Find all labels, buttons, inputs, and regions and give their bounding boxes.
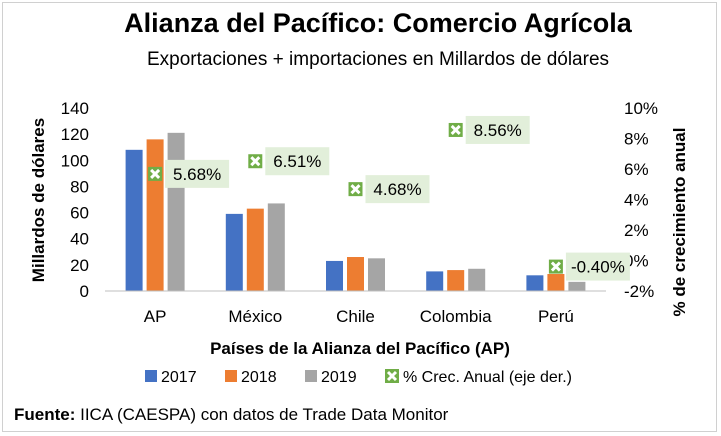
category-label: AP	[144, 307, 167, 326]
y2-tick-label: 6%	[624, 160, 649, 179]
growth-data-label: 8.56%	[474, 121, 522, 140]
y-tick-label: 60	[70, 204, 89, 223]
bar-2018-3	[447, 270, 465, 291]
growth-data-label: 4.68%	[373, 180, 421, 199]
y2-tick-label: 4%	[624, 191, 649, 210]
growth-label-bg	[165, 159, 230, 188]
legend-label-2019: 2019	[321, 369, 357, 386]
chart-frame	[2, 2, 717, 432]
axes: 0 20 40 60 80 100 120 140 -2% 0% 2% 4% 6% 8% 10% AP Méxi…	[61, 99, 658, 326]
growth-marker	[148, 166, 163, 181]
growth-data-label: -0.40%	[571, 258, 625, 277]
y-tick-label: 120	[61, 125, 89, 144]
bar-2017-2	[326, 260, 343, 291]
chart-title: Alianza del Pacífico: Comercio Agrícola	[124, 8, 633, 38]
legend-swatch-2018	[225, 370, 237, 382]
growth-marker	[448, 122, 463, 137]
bar-2018-0	[146, 139, 164, 291]
legend-swatch-2019	[305, 370, 317, 382]
marker-cross	[250, 156, 261, 167]
legend-label-2017: 2017	[161, 369, 197, 386]
y2-tick-label: 0%	[624, 252, 649, 271]
y2-tick-label: -2%	[624, 282, 654, 301]
source-text: IICA (CAESPA) con datos de Trade Data Mo…	[75, 405, 448, 424]
bar-2018-2	[347, 257, 364, 291]
y-axis-title: Millardos de dólares	[29, 118, 48, 282]
chart-subtitle: Exportaciones + importaciones en Millard…	[147, 49, 609, 70]
bar-2019-0	[167, 132, 185, 291]
category-label: Chile	[336, 307, 375, 326]
y-tick-label: 40	[70, 230, 89, 249]
bar-2017-0	[125, 149, 143, 291]
growth-label-bg	[465, 115, 530, 144]
source-label: Fuente:	[14, 405, 75, 424]
y2-tick-label: 8%	[624, 130, 649, 149]
y-tick-label: 100	[61, 151, 89, 170]
source-note: Fuente: IICA (CAESPA) con datos de Trade…	[14, 405, 449, 424]
y-tick-label: 80	[70, 177, 89, 196]
category-label: Perú	[538, 307, 574, 326]
y-tick-label: 0	[80, 282, 89, 301]
growth-label-bg	[365, 175, 430, 204]
growth-marker	[548, 259, 563, 274]
growth-data-label: 6.51%	[273, 152, 321, 171]
legend-label-2018: 2018	[241, 369, 277, 386]
marker-cross	[150, 168, 161, 179]
marker-cross	[550, 261, 561, 272]
bar-2019-2	[368, 258, 385, 291]
y-tick-label: 140	[61, 99, 89, 118]
legend-label-growth: % Crec. Anual (eje der.)	[403, 369, 572, 386]
category-label: Colombia	[420, 307, 492, 326]
marker-cross	[386, 370, 398, 382]
x-axis-title: Países de la Alianza del Pacífico (AP)	[210, 339, 510, 358]
y-tick-label: 20	[70, 256, 89, 275]
growth-marker	[348, 182, 363, 197]
bar-2019-3	[468, 268, 486, 291]
growth-data-label: 5.68%	[173, 165, 221, 184]
legend-swatch-growth	[385, 369, 399, 383]
marker-cross	[450, 124, 461, 136]
legend-swatch-2017	[145, 370, 157, 382]
category-label: México	[228, 307, 282, 326]
growth-marker	[248, 154, 263, 169]
bars	[125, 132, 586, 291]
growth-label-bg	[265, 147, 330, 176]
bar-2017-3	[426, 271, 444, 291]
bar-2019-4	[568, 281, 586, 291]
bar-2019-1	[267, 203, 285, 291]
bar-2018-4	[547, 274, 565, 291]
bar-2017-1	[225, 213, 243, 291]
y2-tick-label: 10%	[624, 99, 658, 118]
y2-tick-label: 2%	[624, 221, 649, 240]
growth-label-bg	[565, 252, 630, 281]
bar-2017-4	[526, 275, 544, 291]
growth-markers: 5.68% 6.51% 4.68% 8.56% -0.40%	[148, 115, 630, 281]
legend: 2017 2018 2019 % Crec. Anual (eje der.)	[145, 369, 572, 386]
y2-axis-title: % de crecimiento anual	[670, 128, 689, 317]
marker-cross	[350, 184, 361, 195]
bar-2018-1	[246, 208, 264, 291]
